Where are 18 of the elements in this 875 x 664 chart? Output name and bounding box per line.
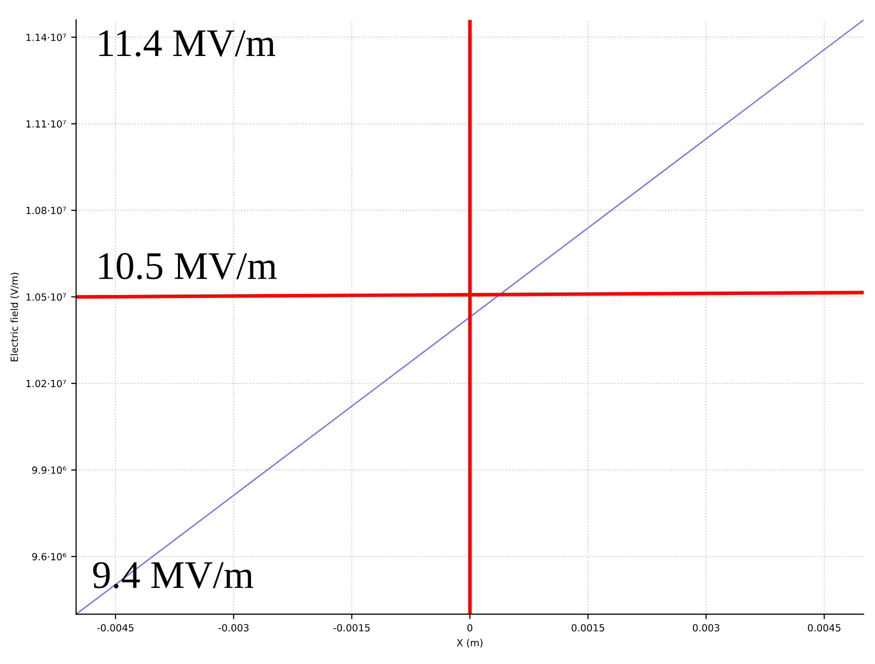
x-tick-label: 0.0045 [808, 624, 840, 632]
y-tick-label: 1.02·10⁷ [26, 380, 66, 388]
y-tick-label: 1.08·10⁷ [26, 206, 66, 214]
x-tick-label: 0.0015 [572, 624, 604, 632]
annotation: 10.5 MV/m [99, 253, 277, 280]
y-tick-label: 1.11·10⁷ [26, 120, 66, 128]
x-axis-title: X (m) [456, 638, 482, 648]
x-tick-label: -0.0015 [333, 624, 370, 632]
y-axis-title: Electric field (V/m) [10, 272, 20, 362]
x-tick-label: -0.0045 [97, 624, 134, 632]
y-tick-label: 1.05·10⁷ [26, 293, 66, 301]
x-tick-label: -0.003 [218, 624, 249, 632]
annotation: 11.4 MV/m [99, 30, 276, 57]
x-tick-label: 0 [467, 624, 472, 632]
x-tick-label: 0.003 [692, 624, 720, 632]
y-tick-label: 9.6·10⁶ [32, 552, 66, 560]
y-tick-label: 1.14·10⁷ [26, 34, 66, 42]
y-tick-label: 9.9·10⁶ [32, 466, 66, 474]
